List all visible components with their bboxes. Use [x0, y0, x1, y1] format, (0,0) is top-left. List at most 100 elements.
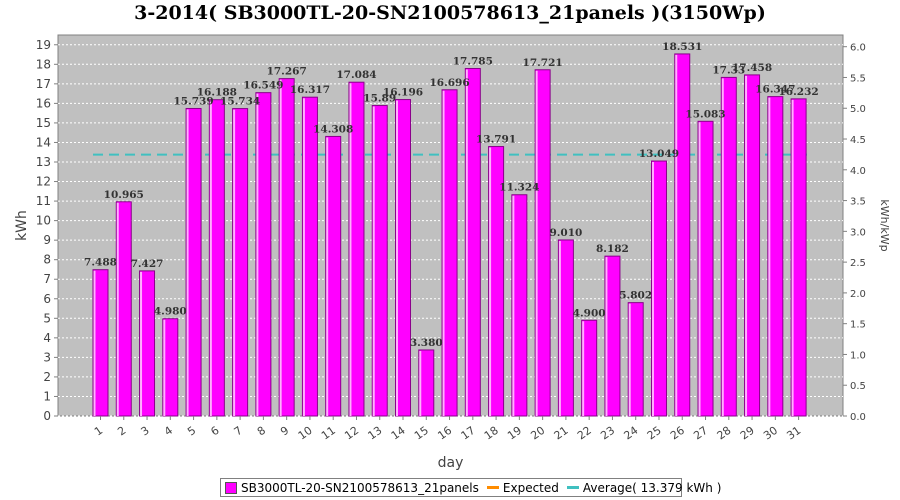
x-tick-label: 12 [342, 424, 361, 443]
y2-tick-label: 5.5 [850, 73, 866, 84]
data-label: 13.049 [639, 148, 679, 160]
y-tick-label: 19 [36, 38, 51, 52]
x-tick-label: 4 [162, 424, 175, 439]
x-tick-label: 29 [738, 424, 757, 443]
y-tick-label: 0 [43, 409, 51, 423]
x-tick-label: 13 [366, 424, 385, 443]
data-label: 11.324 [499, 182, 539, 194]
legend-item-expected: Expected [486, 480, 559, 495]
y-tick-label: 3 [43, 350, 51, 364]
y-tick-label: 18 [36, 57, 51, 71]
data-label: 17.084 [336, 69, 376, 81]
y-tick-label: 10 [36, 214, 51, 228]
y-tick-label: 14 [36, 135, 51, 149]
x-tick-label: 9 [278, 424, 291, 439]
legend-label-series: SB3000TL-20-SN2100578613_21panels [241, 480, 479, 495]
x-tick-label: 8 [255, 424, 268, 439]
data-label: 7.488 [84, 257, 117, 269]
x-tick-label: 21 [552, 424, 571, 443]
x-tick-label: 30 [761, 424, 780, 443]
data-label: 17.721 [523, 57, 563, 69]
y2-tick-label: 1.5 [850, 320, 866, 331]
data-label: 7.427 [131, 258, 164, 270]
x-tick-label: 24 [622, 424, 641, 443]
legend-item-series: SB3000TL-20-SN2100578613_21panels [225, 481, 479, 495]
data-label: 17.785 [453, 56, 493, 68]
legend-label-expected: Expected [502, 480, 559, 495]
x-tick-label: 22 [575, 424, 594, 443]
y2-tick-label: 3.0 [850, 227, 866, 238]
x-tick-label: 6 [208, 424, 221, 439]
data-label: 15.739 [173, 95, 213, 107]
data-label: 17.33 [712, 64, 745, 76]
x-tick-label: 18 [482, 424, 501, 443]
y-tick-label: 6 [43, 292, 51, 306]
y2-tick-label: 0.5 [850, 381, 866, 392]
x-tick-label: 3 [139, 424, 152, 439]
data-label: 16.317 [290, 84, 330, 96]
y-axis-right: 0.0 0.5 1.0 1.5 2.0 2.5 3.0 3.5 4.0 4.5 5.0 5.5 6.0 [843, 43, 866, 423]
data-label: 3.380 [410, 337, 443, 349]
x-tick-label: 26 [668, 424, 687, 443]
legend-swatch-expected [486, 486, 499, 489]
x-axis: 1 2 3 4 5 6 7 8 9 10 11 12 13 14 15 16 17 18 19 20 21 22 23 24 2… [92, 416, 803, 442]
y2-tick-label: 5.0 [850, 104, 866, 115]
y2-tick-label: 0.0 [850, 412, 866, 423]
y2-tick-label: 4.5 [850, 135, 866, 146]
data-label: 16.696 [429, 77, 469, 89]
y-tick-label: 16 [36, 96, 51, 110]
chart-title: 3-2014( SB3000TL-20-SN2100578613_21panel… [134, 2, 766, 24]
y-tick-label: 8 [43, 253, 51, 267]
y-tick-label: 13 [36, 155, 51, 169]
x-tick-label: 27 [691, 424, 710, 443]
data-label: 10.965 [104, 189, 144, 201]
y2-tick-label: 6.0 [850, 43, 866, 54]
x-tick-label: 5 [185, 424, 198, 439]
x-axis-label: day [438, 455, 464, 471]
data-label: 8.182 [596, 243, 629, 255]
data-label: 17.458 [732, 62, 772, 74]
data-label: 17.267 [267, 66, 307, 78]
y-tick-label: 7 [43, 272, 51, 286]
data-label: 16.347 [755, 84, 795, 96]
x-tick-label: 31 [784, 424, 803, 443]
data-label: 16.232 [779, 86, 819, 98]
y2-tick-label: 4.0 [850, 166, 866, 177]
y2-tick-label: 2.5 [850, 258, 866, 269]
x-tick-label: 7 [232, 424, 245, 439]
data-label: 15.734 [220, 96, 260, 108]
y-tick-label: 12 [36, 175, 51, 189]
x-tick-label: 23 [598, 424, 617, 443]
x-tick-label: 11 [319, 424, 338, 443]
y-tick-label: 11 [36, 194, 51, 208]
x-tick-label: 15 [412, 424, 431, 443]
data-label: 15.083 [685, 108, 725, 120]
legend-label-average: Average( 13.379 kWh ) [582, 480, 722, 495]
legend-swatch-average [566, 486, 579, 489]
y-tick-label: 17 [36, 77, 51, 91]
legend-swatch-series [225, 481, 237, 494]
y-tick-label: 2 [43, 370, 51, 384]
x-tick-label: 1 [92, 424, 105, 439]
y-tick-label: 15 [36, 116, 51, 130]
data-label: 14.308 [313, 123, 353, 135]
data-label: 16.549 [243, 80, 283, 92]
x-tick-label: 17 [459, 424, 478, 443]
data-label: 15.89 [363, 93, 396, 105]
y2-tick-label: 3.5 [850, 197, 866, 208]
y-tick-label: 9 [43, 233, 51, 247]
y-tick-label: 4 [43, 331, 51, 345]
bars [92, 53, 807, 417]
data-label: 4.900 [573, 307, 606, 319]
legend: SB3000TL-20-SN2100578613_21panels Expect… [220, 478, 721, 497]
data-label: 16.196 [383, 87, 423, 99]
y-axis-label: kWh [14, 210, 30, 241]
x-tick-label: 19 [505, 424, 524, 443]
y2-axis-label: kWh/kWp [878, 199, 891, 251]
data-label: 5.802 [619, 290, 652, 302]
data-label: 4.980 [154, 306, 187, 318]
x-tick-label: 16 [435, 424, 454, 443]
data-label: 18.531 [662, 41, 702, 53]
